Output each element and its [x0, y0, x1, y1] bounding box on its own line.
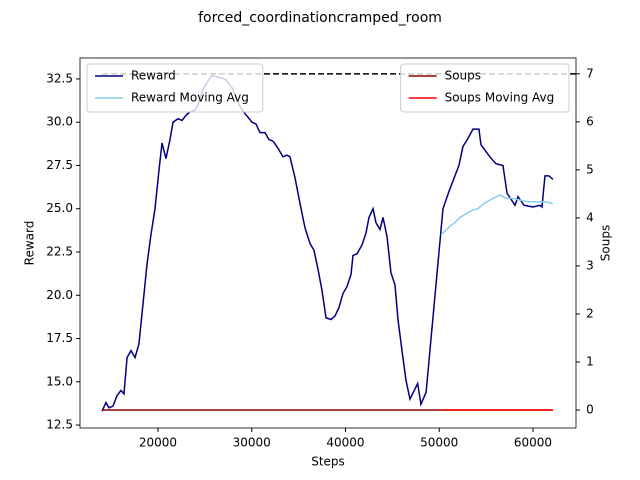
series-line: [440, 194, 554, 236]
x-tick-label: 30000: [233, 436, 271, 450]
y2-tick-label: 5: [586, 162, 594, 176]
x-tick-label: 20000: [139, 436, 177, 450]
y2-tick-label: 6: [586, 114, 594, 128]
y2-tick-label: 0: [586, 402, 594, 416]
y-tick-label: 15.0: [46, 374, 73, 388]
x-tick-label: 40000: [326, 436, 364, 450]
chart-title: forced_coordinationcramped_room: [198, 10, 442, 26]
legend-label: Soups: [445, 69, 481, 83]
y-tick-label: 25.0: [46, 201, 73, 215]
y-tick-label: 32.5: [46, 71, 73, 85]
legend-label: Reward Moving Avg: [131, 91, 249, 105]
series-line: [101, 74, 554, 412]
y-tick-label: 22.5: [46, 244, 73, 258]
legend-box: [400, 63, 570, 113]
y-tick-label: 17.5: [46, 331, 73, 345]
x-axis-label: Steps: [311, 455, 345, 469]
y-axis-label: Reward: [23, 221, 37, 266]
legend-label: Soups Moving Avg: [445, 91, 555, 105]
y2-tick-label: 3: [586, 258, 594, 272]
y2-tick-label: 2: [586, 306, 594, 320]
x-tick-label: 50000: [420, 436, 458, 450]
legend-box: [86, 63, 264, 113]
legend-label: Reward: [131, 69, 176, 83]
plot-frame: [79, 57, 577, 429]
y2-tick-label: 7: [586, 66, 594, 80]
y-tick-label: 20.0: [46, 288, 73, 302]
y-tick-label: 27.5: [46, 158, 73, 172]
y2-tick-label: 4: [586, 210, 594, 224]
x-tick-label: 60000: [514, 436, 552, 450]
y2-tick-label: 1: [586, 354, 594, 368]
y2-axis-label: Soups: [599, 225, 613, 261]
y-tick-label: 30.0: [46, 115, 73, 129]
y-tick-label: 12.5: [46, 418, 73, 432]
